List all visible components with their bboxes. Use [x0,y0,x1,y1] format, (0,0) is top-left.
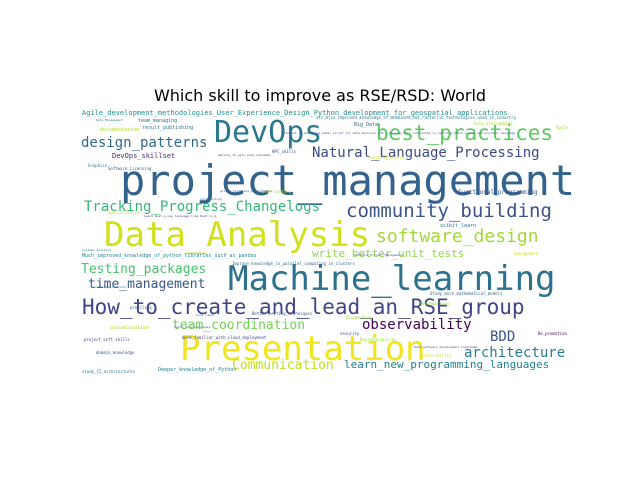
word: teaching_skills [368,155,405,160]
word: Software_Licensing [108,166,152,171]
word: study_CI_architectures [82,369,135,374]
word: more_familiar_with_cloud_deployment [182,335,267,340]
word: security [340,331,360,336]
word: documentation [100,127,140,133]
word: best_practices [376,121,554,145]
word-cloud: project_management Machine_learning Data… [80,106,575,376]
word: Much_improved_knowledge_of_python_librar… [82,253,257,259]
word: giving_talks_and_presentation [220,189,273,193]
word: DevOps_skillset [112,152,176,160]
word: project_management [120,156,576,205]
word: visualisation [110,325,150,331]
word: profiling [130,305,152,310]
word: Knowledge_Transfer [94,285,127,289]
word: Reproducibility [360,337,397,342]
word: Graphics [88,163,108,168]
word: ability_to_sell_work_outcomes [218,153,271,157]
word: more_ideas [196,313,215,317]
word: Study_more_mathematical_models [430,291,503,296]
word: team_coordination [172,318,306,333]
word: project_soft_skills [84,337,130,342]
word: etc_Also_improved_knowledge_of_webbased_… [316,115,516,120]
word: Be_promotion [538,331,567,336]
word: Tracking_Progress_Changelogs [84,199,321,215]
word: Presentation [180,329,426,369]
word: Improve_knowledge_in_parallel_computing_… [232,261,355,266]
word: management [514,251,539,256]
word: Machine_learning [228,259,556,299]
word: Data_Analysis [104,215,371,255]
word: Learn_Rust_a_new_language_like_Rust_in_a [144,214,217,218]
word: domain_knowledge [96,350,135,355]
word: Testing_packages [81,262,207,277]
word: Thought_is_mastering_model_script_for_da… [284,131,516,135]
word: HPC_skills [272,149,297,154]
word: Contributing [200,197,222,201]
word: design_patterns [81,135,208,151]
word: scikit_learn [440,223,477,229]
word: learn_new_programming_languages [344,358,550,371]
word: team_managing [138,118,178,124]
word: Documenting [346,315,373,320]
word: User_testing [262,189,291,194]
word: Agile_development_methodologies_User_Exp… [82,109,508,117]
word: learn_more_languages [174,325,211,329]
word: write_better_unit_tests [312,247,465,260]
word: architecture [464,345,566,361]
word: How_to_create_and_lead_an_RSE_group [82,295,525,319]
word: specialisation [108,210,142,215]
word: Better_testing_techniques [252,311,313,316]
word: observability [362,317,472,333]
word: DevOps [214,115,323,150]
word: result_publishing [142,125,194,131]
word: Big_Data [354,122,379,128]
word: Systems_Auditing [82,248,111,252]
word: Functional_programming [458,189,538,196]
chart-title: Which skill to improve as RSE/RSD: World [153,86,487,105]
word: BDD [490,329,516,345]
word: community_building [346,200,552,222]
word: Communication [232,358,334,373]
word: time_management [88,277,206,292]
word: Benchmarking [420,301,449,306]
word: Deeper_knowledge_of_Python [158,367,237,373]
word: Data_software_development_knowledge [414,345,478,349]
word: Agile [556,125,569,130]
word: Natural_Language_Processing [312,145,540,161]
word: software_design [376,226,539,247]
word: Data_programming [474,121,513,126]
word: accessibility [420,353,452,358]
word: Data_Management [96,118,124,122]
word: Software_Project_Management [354,253,403,257]
